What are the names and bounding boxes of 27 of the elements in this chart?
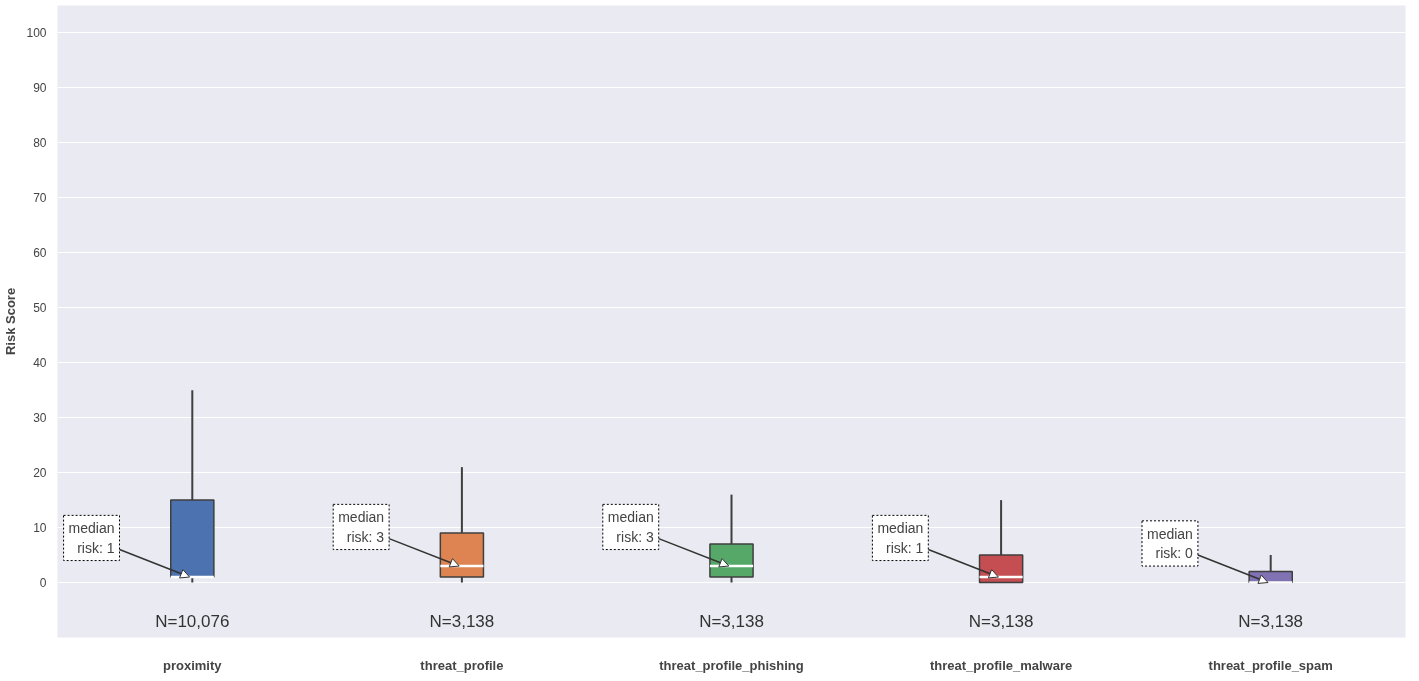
x-tick-label: threat_profile_phishing (659, 657, 804, 673)
annotation: median risk: 3 (607, 509, 654, 545)
y-tick-label: 70 (33, 191, 47, 206)
y-tick-label: 90 (33, 81, 47, 96)
y-tick-label: 10 (33, 521, 47, 536)
y-axis-title: Risk Score (3, 287, 19, 356)
y-tick-label: 80 (33, 136, 47, 151)
annotation: N=10,076 (155, 612, 230, 631)
annotation: median risk: 3 (338, 509, 385, 545)
annotation: median risk: 1 (877, 520, 924, 556)
annotation: median risk: 1 (68, 520, 115, 556)
y-tick-label: 0 (39, 576, 47, 591)
y-tick-label: 30 (33, 411, 47, 426)
y-tick-label: 20 (33, 466, 47, 481)
annotation: N=3,138 (429, 612, 495, 631)
y-tick-label: 50 (33, 301, 47, 316)
annotation: N=3,138 (699, 612, 764, 631)
y-tick-label: 100 (26, 26, 47, 41)
x-tick-label: threat_profile (420, 657, 504, 673)
annotation: N=3,138 (968, 612, 1034, 631)
x-tick-label: threat_profile_spam (1208, 657, 1333, 673)
x-tick-label: proximity (163, 657, 223, 673)
annotation: median risk: 0 (1146, 525, 1194, 562)
y-tick-label: 60 (33, 246, 47, 261)
x-tick-label: threat_profile_malware (929, 657, 1073, 673)
annotation: N=3,138 (1238, 612, 1304, 631)
y-tick-label: 40 (33, 356, 47, 371)
